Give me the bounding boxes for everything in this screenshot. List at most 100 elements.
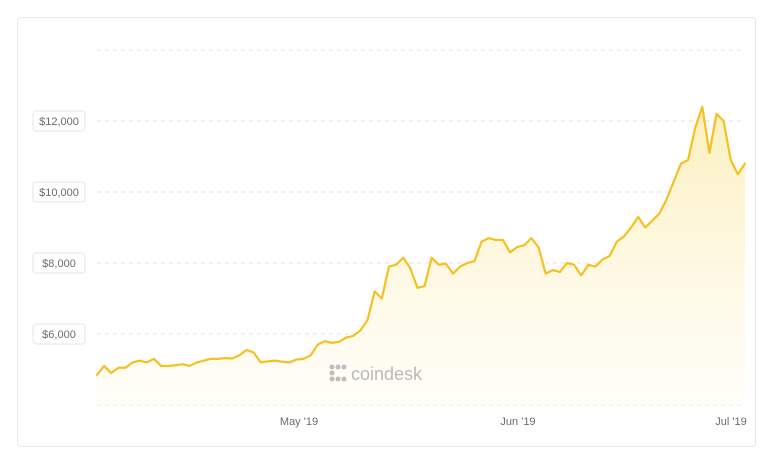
data-point xyxy=(260,361,262,363)
data-point xyxy=(680,163,682,165)
data-point xyxy=(338,341,340,343)
data-point xyxy=(302,358,305,360)
x-tick-label: Jun '19 xyxy=(500,416,535,428)
data-point xyxy=(466,262,468,264)
data-point xyxy=(566,262,568,264)
data-point xyxy=(552,269,554,271)
area-layer xyxy=(97,106,745,406)
data-point xyxy=(281,361,283,363)
data-point xyxy=(345,336,347,339)
x-axis: May '19 Jun '19 Jul '19 xyxy=(280,416,747,428)
data-point xyxy=(381,297,383,300)
line-layer xyxy=(95,105,747,376)
y-tick-box xyxy=(32,110,86,132)
y-tick-label: $12,000 xyxy=(39,116,79,128)
data-point xyxy=(324,340,326,342)
data-point xyxy=(188,365,191,367)
data-point xyxy=(132,361,134,363)
data-point xyxy=(153,358,155,360)
data-point xyxy=(452,273,454,275)
y-tick: $8,000 xyxy=(32,252,86,274)
data-point xyxy=(509,251,511,253)
data-point xyxy=(708,152,711,154)
data-point xyxy=(730,159,732,161)
data-point xyxy=(715,113,718,115)
data-point xyxy=(210,358,212,360)
series-line xyxy=(95,105,747,376)
y-tick-box xyxy=(32,323,86,345)
y-tick-box xyxy=(32,252,86,274)
data-point xyxy=(594,265,597,268)
data-point xyxy=(174,364,176,366)
data-point xyxy=(103,365,105,367)
data-point xyxy=(502,239,504,241)
data-point xyxy=(317,344,319,346)
data-point xyxy=(473,260,476,262)
data-point xyxy=(431,257,433,259)
data-point xyxy=(139,360,141,362)
data-point xyxy=(580,274,582,277)
watermark-text: coindesk xyxy=(351,364,423,384)
data-point xyxy=(352,335,354,337)
data-point xyxy=(253,351,255,354)
data-point xyxy=(181,363,184,365)
data-point xyxy=(167,365,169,367)
data-point xyxy=(601,258,604,261)
coindesk-watermark: coindesk xyxy=(329,364,423,384)
data-point xyxy=(530,237,532,239)
data-point xyxy=(516,246,518,248)
x-tick-label: May '19 xyxy=(280,416,318,428)
data-point xyxy=(231,357,233,360)
data-point xyxy=(666,198,668,200)
data-point xyxy=(267,360,269,362)
data-point xyxy=(374,290,376,292)
y-tick: $6,000 xyxy=(32,323,86,345)
data-point xyxy=(416,287,419,289)
data-point xyxy=(644,226,646,229)
y-tick-box xyxy=(32,181,86,203)
data-point xyxy=(616,241,618,243)
x-tick-label: Jul '19 xyxy=(715,416,746,428)
data-point xyxy=(117,367,119,369)
data-point xyxy=(701,106,703,108)
data-point xyxy=(687,159,689,161)
data-point xyxy=(245,349,248,351)
data-point xyxy=(573,264,575,266)
y-tick-label: $8,000 xyxy=(42,258,76,270)
data-point xyxy=(423,285,426,287)
data-point xyxy=(124,367,127,369)
data-point xyxy=(609,255,611,257)
data-point xyxy=(310,354,312,356)
data-point xyxy=(110,372,112,374)
data-point xyxy=(559,271,561,273)
data-point xyxy=(545,273,547,275)
data-point xyxy=(537,246,540,248)
data-point xyxy=(196,361,198,363)
data-point xyxy=(238,354,241,356)
data-point xyxy=(224,357,226,359)
data-point xyxy=(587,264,589,266)
data-point xyxy=(96,374,98,376)
y-tick-label: $10,000 xyxy=(39,187,79,199)
data-point xyxy=(488,237,490,239)
y-tick-label: $6,000 xyxy=(42,329,76,341)
data-point xyxy=(723,120,725,122)
data-point xyxy=(445,263,447,265)
data-point xyxy=(630,226,632,229)
data-point xyxy=(495,239,497,241)
data-point xyxy=(438,264,440,266)
data-point xyxy=(274,360,276,362)
data-point xyxy=(737,173,739,175)
data-point xyxy=(673,180,675,182)
y-tick: $10,000 xyxy=(32,181,86,203)
data-point xyxy=(295,358,297,361)
y-axis: $6,000 $8,000 $10,000 $12,000 xyxy=(32,110,86,345)
data-point xyxy=(623,235,625,237)
data-point xyxy=(651,219,654,221)
data-point xyxy=(395,264,397,266)
y-tick: $12,000 xyxy=(32,110,86,132)
data-point xyxy=(402,257,404,259)
data-point xyxy=(146,361,148,363)
data-point xyxy=(658,212,661,214)
